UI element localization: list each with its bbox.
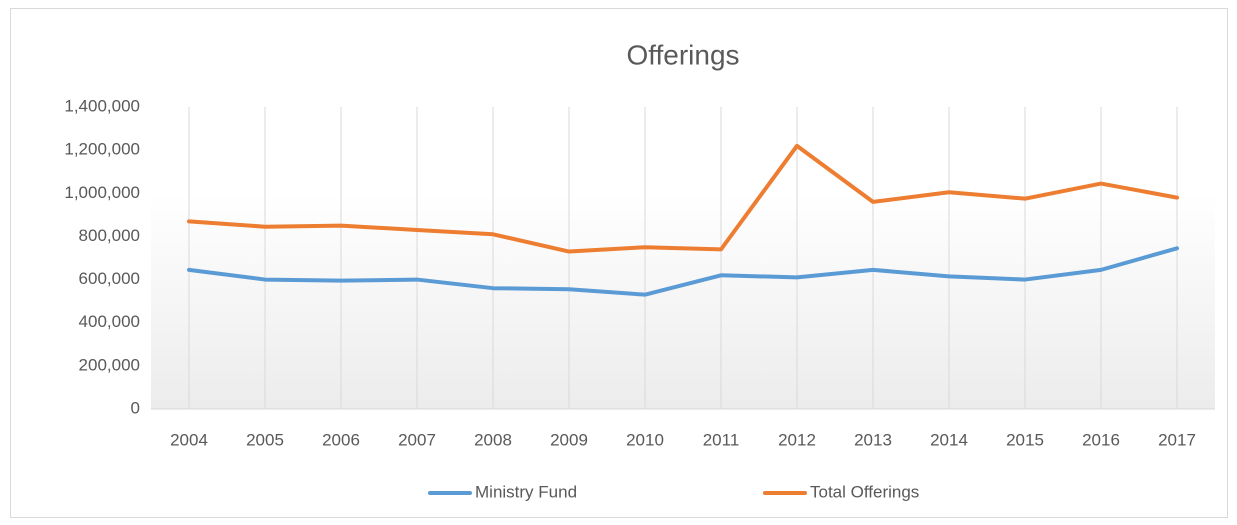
- x-tick-label: 2006: [322, 430, 360, 449]
- data-line: [187, 246, 1179, 297]
- y-tick-label: 200,000: [79, 355, 140, 374]
- legend-label: Ministry Fund: [475, 482, 577, 501]
- legend-label: Total Offerings: [810, 482, 919, 501]
- chart-title: Offerings: [626, 39, 739, 70]
- x-tick-label: 2012: [778, 430, 816, 449]
- x-tick-label: 2015: [1006, 430, 1044, 449]
- x-tick-label: 2016: [1082, 430, 1120, 449]
- y-tick-label: 0: [131, 398, 140, 417]
- y-tick-label: 400,000: [79, 312, 140, 331]
- y-tick-label: 1,200,000: [64, 140, 140, 159]
- x-tick-label: 2009: [550, 430, 588, 449]
- y-tick-label: 1,000,000: [64, 183, 140, 202]
- y-tick-label: 800,000: [79, 226, 140, 245]
- x-tick-label: 2013: [854, 430, 892, 449]
- x-tick-label: 2007: [398, 430, 436, 449]
- x-tick-label: 2005: [246, 430, 284, 449]
- x-tick-label: 2014: [930, 430, 968, 449]
- y-tick-label: 1,400,000: [64, 96, 140, 115]
- x-tick-label: 2004: [170, 430, 208, 449]
- x-tick-label: 2011: [703, 430, 740, 449]
- y-tick-label: 600,000: [79, 269, 140, 288]
- plot-background: [151, 193, 1215, 409]
- x-tick-label: 2010: [626, 430, 664, 449]
- x-tick-label: 2008: [474, 430, 512, 449]
- data-line: [187, 143, 1179, 254]
- x-tick-label: 2017: [1158, 430, 1196, 449]
